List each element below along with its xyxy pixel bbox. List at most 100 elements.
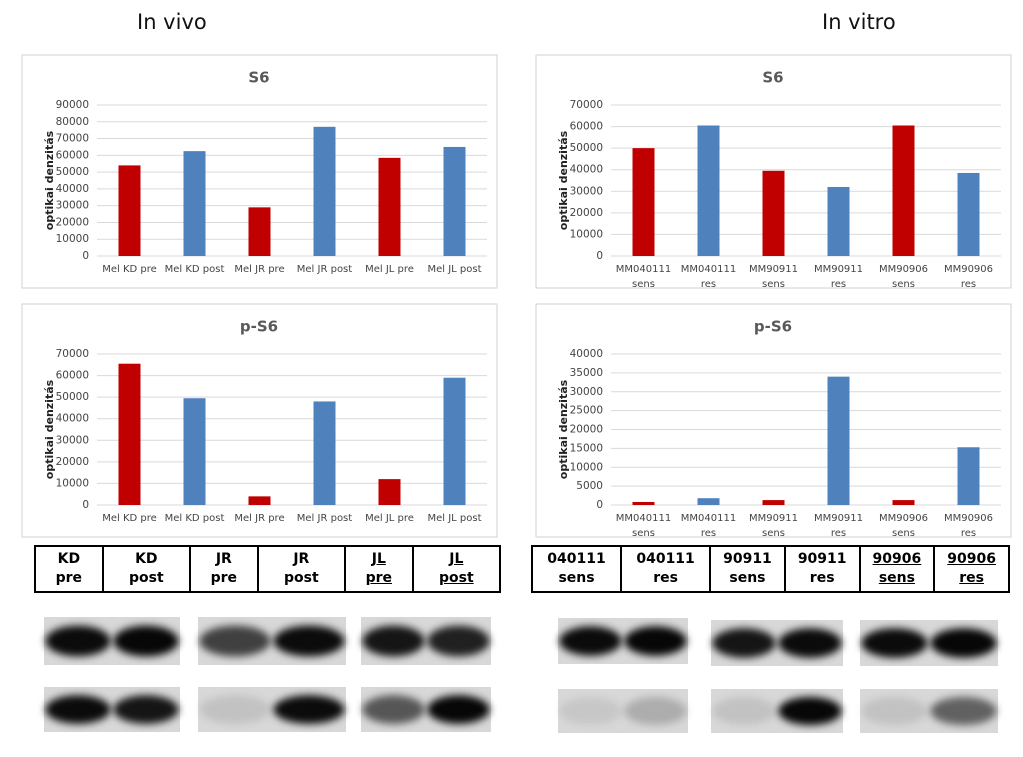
bar [378, 479, 401, 505]
blot-band [559, 696, 622, 726]
blot-strip [558, 689, 688, 733]
y-tick-label: 20000 [570, 424, 603, 436]
y-tick-label: 20000 [56, 456, 89, 468]
blot-strip [361, 687, 491, 732]
blot-band [712, 628, 776, 658]
x-tick-label: Mel KD post [164, 513, 225, 524]
blot-band [45, 625, 111, 657]
blot-band [930, 628, 997, 658]
cell-text: JL [371, 551, 386, 567]
chart-title: S6 [248, 69, 269, 87]
y-tick-label: 25000 [570, 405, 603, 417]
bar [118, 363, 141, 505]
y-tick-label: 20000 [570, 207, 603, 219]
y-tick-label: 30000 [56, 200, 89, 212]
blot-strip [44, 617, 180, 665]
chart-title: p-S6 [754, 318, 792, 336]
x-tick-label: MM040111 res [680, 264, 737, 290]
table-cell: 040111 res [620, 545, 712, 593]
table-cell: JR post [256, 545, 346, 593]
x-tick-label: Mel KD post [164, 264, 225, 275]
blot-strip [361, 617, 491, 665]
x-tick-label: MM90906 sens [878, 513, 929, 539]
x-tick-label: Mel JR post [296, 513, 353, 524]
table-cell: KD post [101, 545, 191, 593]
y-tick-label: 0 [82, 250, 89, 262]
cell-text: post [438, 570, 474, 586]
y-tick-label: 50000 [570, 142, 603, 154]
y-axis-label: optikai denzitás [43, 130, 56, 230]
x-tick-label: Mel JL post [427, 513, 482, 524]
cell-text: 040111 [547, 551, 606, 567]
cell-text: 90911 [723, 551, 772, 567]
sample-table: 040111 sens 040111 res 90911 sens 90911 res 9090… [530, 545, 1010, 593]
blot-strip [860, 620, 998, 666]
bar [248, 496, 271, 505]
x-tick-label: MM90906 sens [878, 264, 929, 290]
x-tick-label: Mel JR pre [234, 264, 285, 275]
y-tick-label: 70000 [570, 99, 603, 111]
blot-band [273, 625, 345, 657]
cell-text: JL [449, 551, 464, 567]
cell-text: KD [135, 551, 158, 567]
y-tick-label: 10000 [56, 233, 89, 245]
blot-band [273, 695, 345, 724]
cell-text: res [809, 570, 835, 586]
blot-strip [860, 689, 998, 733]
y-tick-label: 70000 [56, 348, 89, 360]
x-tick-label: MM90911 res [813, 513, 864, 539]
blot-band [712, 696, 776, 726]
chart-title: S6 [762, 69, 783, 87]
bar [313, 401, 336, 505]
y-tick-label: 35000 [570, 367, 603, 379]
x-tick-label: MM90911 sens [748, 264, 799, 290]
blot-strip [711, 689, 843, 733]
y-tick-label: 10000 [570, 461, 603, 473]
sample-table: KD pre KD post JR pre JR post JL pre JL post [34, 545, 502, 593]
bar [313, 126, 336, 256]
cell-text: sens [878, 570, 915, 586]
y-tick-label: 30000 [570, 386, 603, 398]
x-tick-label: MM040111 sens [615, 264, 672, 290]
table-cell: KD pre [34, 545, 104, 593]
y-tick-label: 60000 [56, 370, 89, 382]
cell-text: JR [215, 551, 232, 567]
y-tick-label: 50000 [56, 391, 89, 403]
y-tick-label: 10000 [56, 477, 89, 489]
blot-band [113, 695, 179, 724]
y-tick-label: 60000 [570, 121, 603, 133]
bar [762, 500, 785, 505]
cell-text: KD [57, 551, 81, 567]
blot-band [861, 628, 928, 658]
y-tick-label: 5000 [576, 480, 603, 492]
table-cell: 040111 sens [530, 545, 623, 593]
y-tick-label: 30000 [570, 185, 603, 197]
blot-band [199, 625, 271, 657]
cell-text: sens [729, 570, 766, 586]
cell-text: 90911 [797, 551, 847, 567]
y-axis-label: optikai denzitás [557, 379, 570, 479]
y-axis-label: optikai denzitás [557, 130, 570, 230]
y-tick-label: 15000 [570, 442, 603, 454]
table-cell: 90911 res [783, 545, 861, 593]
bar [632, 501, 655, 505]
bar [827, 376, 850, 505]
bar [957, 172, 980, 256]
x-tick-label: Mel JR post [296, 264, 353, 275]
x-tick-label: MM90906 res [943, 513, 994, 539]
bar [183, 151, 206, 256]
blot-band [199, 695, 271, 724]
blot-band [624, 626, 687, 656]
blot-strip [44, 687, 180, 732]
blot-band [559, 626, 622, 656]
y-tick-label: 40000 [570, 164, 603, 176]
table-cell: JL pre [343, 545, 414, 593]
chart-title: p-S6 [240, 318, 278, 336]
table-cell: 90911 sens [709, 545, 786, 593]
bar [957, 447, 980, 505]
chart-frame [535, 303, 1012, 538]
bar [892, 125, 915, 256]
table-cell: JR pre [188, 545, 259, 593]
y-tick-label: 40000 [56, 413, 89, 425]
